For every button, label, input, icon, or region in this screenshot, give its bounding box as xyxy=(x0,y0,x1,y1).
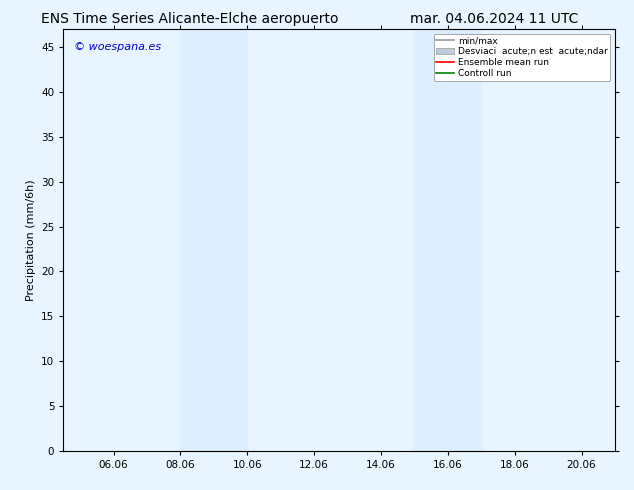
Text: © woespana.es: © woespana.es xyxy=(74,42,162,52)
Text: ENS Time Series Alicante-Elche aeropuerto: ENS Time Series Alicante-Elche aeropuert… xyxy=(41,12,339,26)
Text: mar. 04.06.2024 11 UTC: mar. 04.06.2024 11 UTC xyxy=(410,12,579,26)
Legend: min/max, Desviaci  acute;n est  acute;ndar, Ensemble mean run, Controll run: min/max, Desviaci acute;n est acute;ndar… xyxy=(434,34,611,81)
Y-axis label: Precipitation (mm/6h): Precipitation (mm/6h) xyxy=(25,179,36,301)
Bar xyxy=(181,29,247,451)
Bar xyxy=(415,29,481,451)
